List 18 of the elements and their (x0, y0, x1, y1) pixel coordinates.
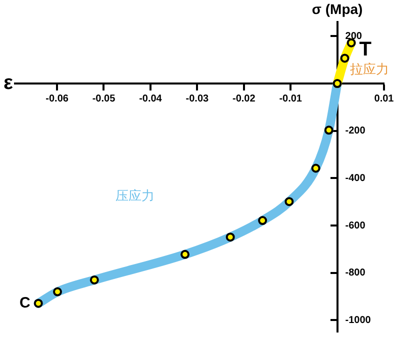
x-axis-title: ε (4, 72, 14, 94)
y-axis-title: σ (Mpa) (312, 0, 363, 17)
annotation: C (20, 294, 31, 312)
text: 压应力 (116, 188, 155, 204)
x-tick-label: -0.05 (92, 93, 116, 104)
y-tick-label: -200 (345, 126, 366, 137)
x-tick-label: -0.03 (186, 93, 209, 104)
x-tick-label: -0.04 (139, 93, 162, 104)
y-tick-label: -600 (345, 220, 366, 232)
y-tick-label: -800 (345, 268, 366, 279)
x-tick-label: -0.06 (46, 93, 69, 104)
y-tick-label: -1000 (345, 314, 372, 326)
y-tick-label: -400 (345, 172, 366, 184)
x-tick-label: -0.01 (279, 93, 302, 104)
point (340, 54, 350, 63)
x-tick-label: 0.01 (374, 93, 394, 104)
x-tick-label: -0.02 (232, 93, 256, 104)
series-label: 拉应力 (350, 62, 389, 78)
